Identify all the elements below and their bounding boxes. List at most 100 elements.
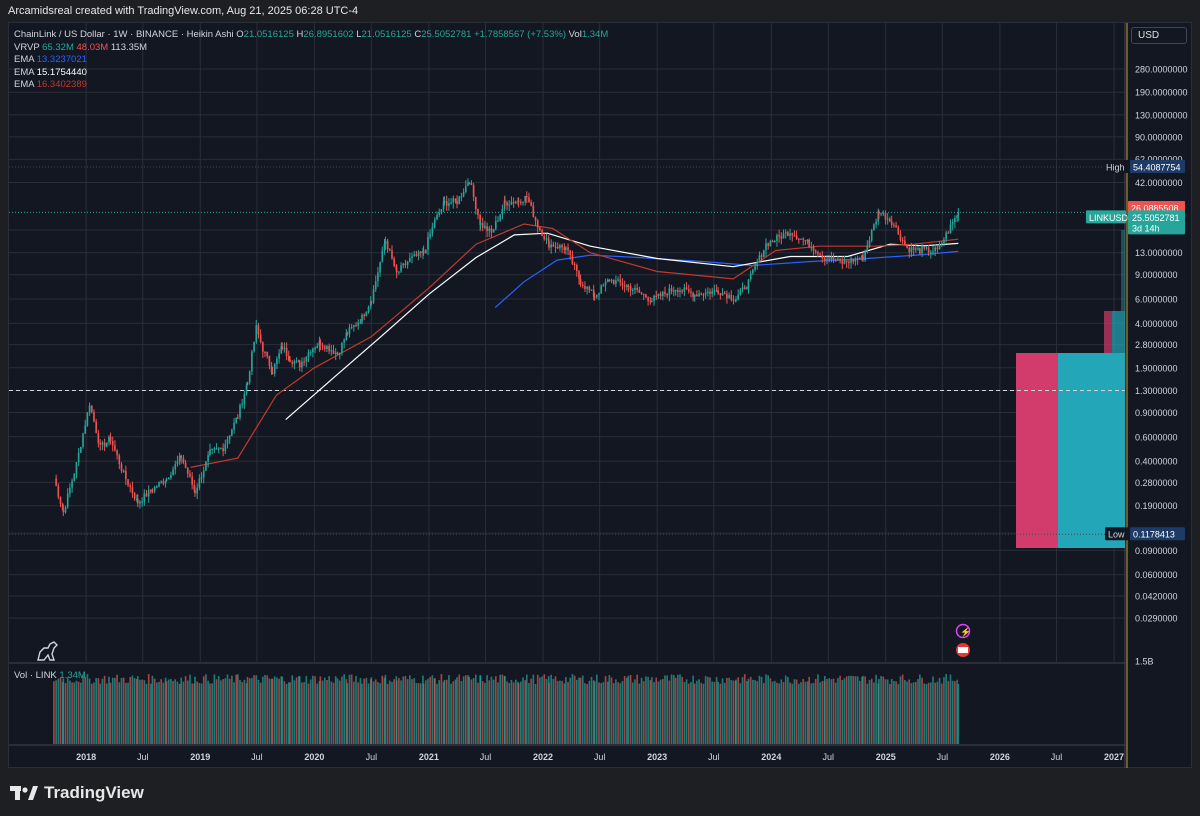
candle-body [810, 247, 813, 249]
volume-bar [226, 674, 229, 744]
volume-bar [696, 680, 698, 744]
low-value: 21.0516125 [361, 29, 412, 40]
candle-body [666, 293, 669, 296]
volume-bar [765, 674, 767, 744]
volume-bar [841, 680, 844, 744]
candle-body [484, 225, 486, 228]
volume-bar [951, 680, 954, 744]
volume-bar [55, 680, 57, 744]
candle-body [111, 441, 114, 446]
volume-bar [481, 681, 484, 744]
ema-value: 16.3402389 [36, 79, 87, 90]
legend-vrvp-row[interactable]: VRVP 65.32M 48.03M 113.35M [14, 42, 608, 55]
volume-bar [477, 682, 479, 744]
volume-bar [889, 683, 891, 744]
volume-bar [773, 680, 776, 744]
volume-bar [363, 678, 365, 744]
candle-body [854, 258, 857, 262]
candle-body [164, 480, 167, 484]
candle-body [393, 258, 396, 267]
volume-bar [567, 682, 569, 744]
candle-body [804, 239, 807, 242]
volume-bar [472, 678, 475, 744]
ema-value: 15.1754440 [36, 66, 87, 78]
volume-bar [291, 675, 294, 744]
candle-body [808, 239, 810, 248]
volume-bar [752, 679, 754, 744]
volume-bar [839, 675, 841, 744]
volume-bar [411, 679, 413, 744]
price-tick-label: 0.1900000 [1135, 501, 1178, 511]
candle-body [561, 245, 563, 248]
volume-bar [440, 674, 443, 744]
candle-body [878, 211, 880, 215]
candle-body [832, 257, 835, 261]
currency-selector[interactable]: USD [1131, 27, 1187, 44]
candle-body [612, 279, 615, 284]
candle-body [839, 258, 841, 261]
candle-body [917, 248, 919, 250]
legend-ema-row-2[interactable]: EMA 15.1754440 [14, 67, 608, 80]
volume-bar [917, 678, 919, 744]
volume-bar [353, 681, 355, 744]
volume-bar [456, 677, 458, 744]
time-tick-label: 2021 [419, 752, 439, 762]
candle-body [778, 235, 780, 237]
volume-bar [932, 676, 934, 744]
volume-bar [105, 683, 108, 744]
candle-body [556, 246, 559, 249]
volume-bar [271, 678, 274, 744]
volume-bar [77, 681, 80, 744]
volume-bar [298, 676, 301, 744]
volume-bar [184, 676, 187, 744]
candle-body [524, 195, 527, 202]
price-tick-label: 1.3000000 [1135, 386, 1178, 396]
volume-bar [670, 674, 673, 744]
volume-bar [129, 677, 132, 744]
candle-body [458, 196, 461, 205]
volume-bar [111, 677, 114, 744]
candle-body [634, 287, 636, 290]
volume-bar [88, 678, 91, 744]
volume-bar [165, 681, 168, 744]
candle-body [472, 185, 475, 197]
candle-body [895, 225, 897, 228]
legend-ema-row-3[interactable]: EMA 16.3402389 [14, 79, 608, 92]
volume-bar [251, 677, 253, 744]
volume-bar [321, 680, 324, 744]
volume-bar [784, 675, 787, 744]
candle-body [400, 265, 402, 272]
symbol-name[interactable]: ChainLink / US Dollar · 1W · BINANCE · H… [14, 29, 234, 40]
volume-bar [273, 676, 276, 744]
candle-body [492, 229, 495, 233]
symbol-tag: LINKUSD [1089, 213, 1129, 223]
volume-bar [864, 676, 866, 744]
candle-body [464, 185, 467, 193]
candle-body [467, 183, 469, 186]
candle-body [178, 455, 181, 462]
candle-body [448, 203, 450, 206]
volume-bar [649, 680, 652, 744]
volume-bar [330, 681, 333, 744]
candle-body [619, 279, 622, 283]
candle-body [321, 345, 324, 347]
volume-bar [819, 682, 821, 744]
candle-body [226, 439, 229, 445]
volume-bar [593, 681, 596, 744]
volume-bar [854, 676, 857, 744]
legend-ema-row-1[interactable]: EMA 13.3237021 [14, 54, 608, 67]
candle-body [440, 209, 443, 213]
volume-bar [504, 676, 506, 744]
candle-body [271, 372, 274, 374]
open-value: 21.0516125 [243, 29, 294, 40]
candle-body [610, 279, 613, 282]
volume-bar [621, 681, 624, 744]
volume-bar [619, 683, 622, 744]
volume-bar [442, 681, 445, 744]
volume-legend-label: Vol · LINK [14, 670, 57, 681]
volume-bar [895, 681, 897, 744]
volume-bar [445, 679, 448, 744]
vrvp-label: VRVP [14, 41, 40, 53]
candle-body [303, 361, 305, 363]
